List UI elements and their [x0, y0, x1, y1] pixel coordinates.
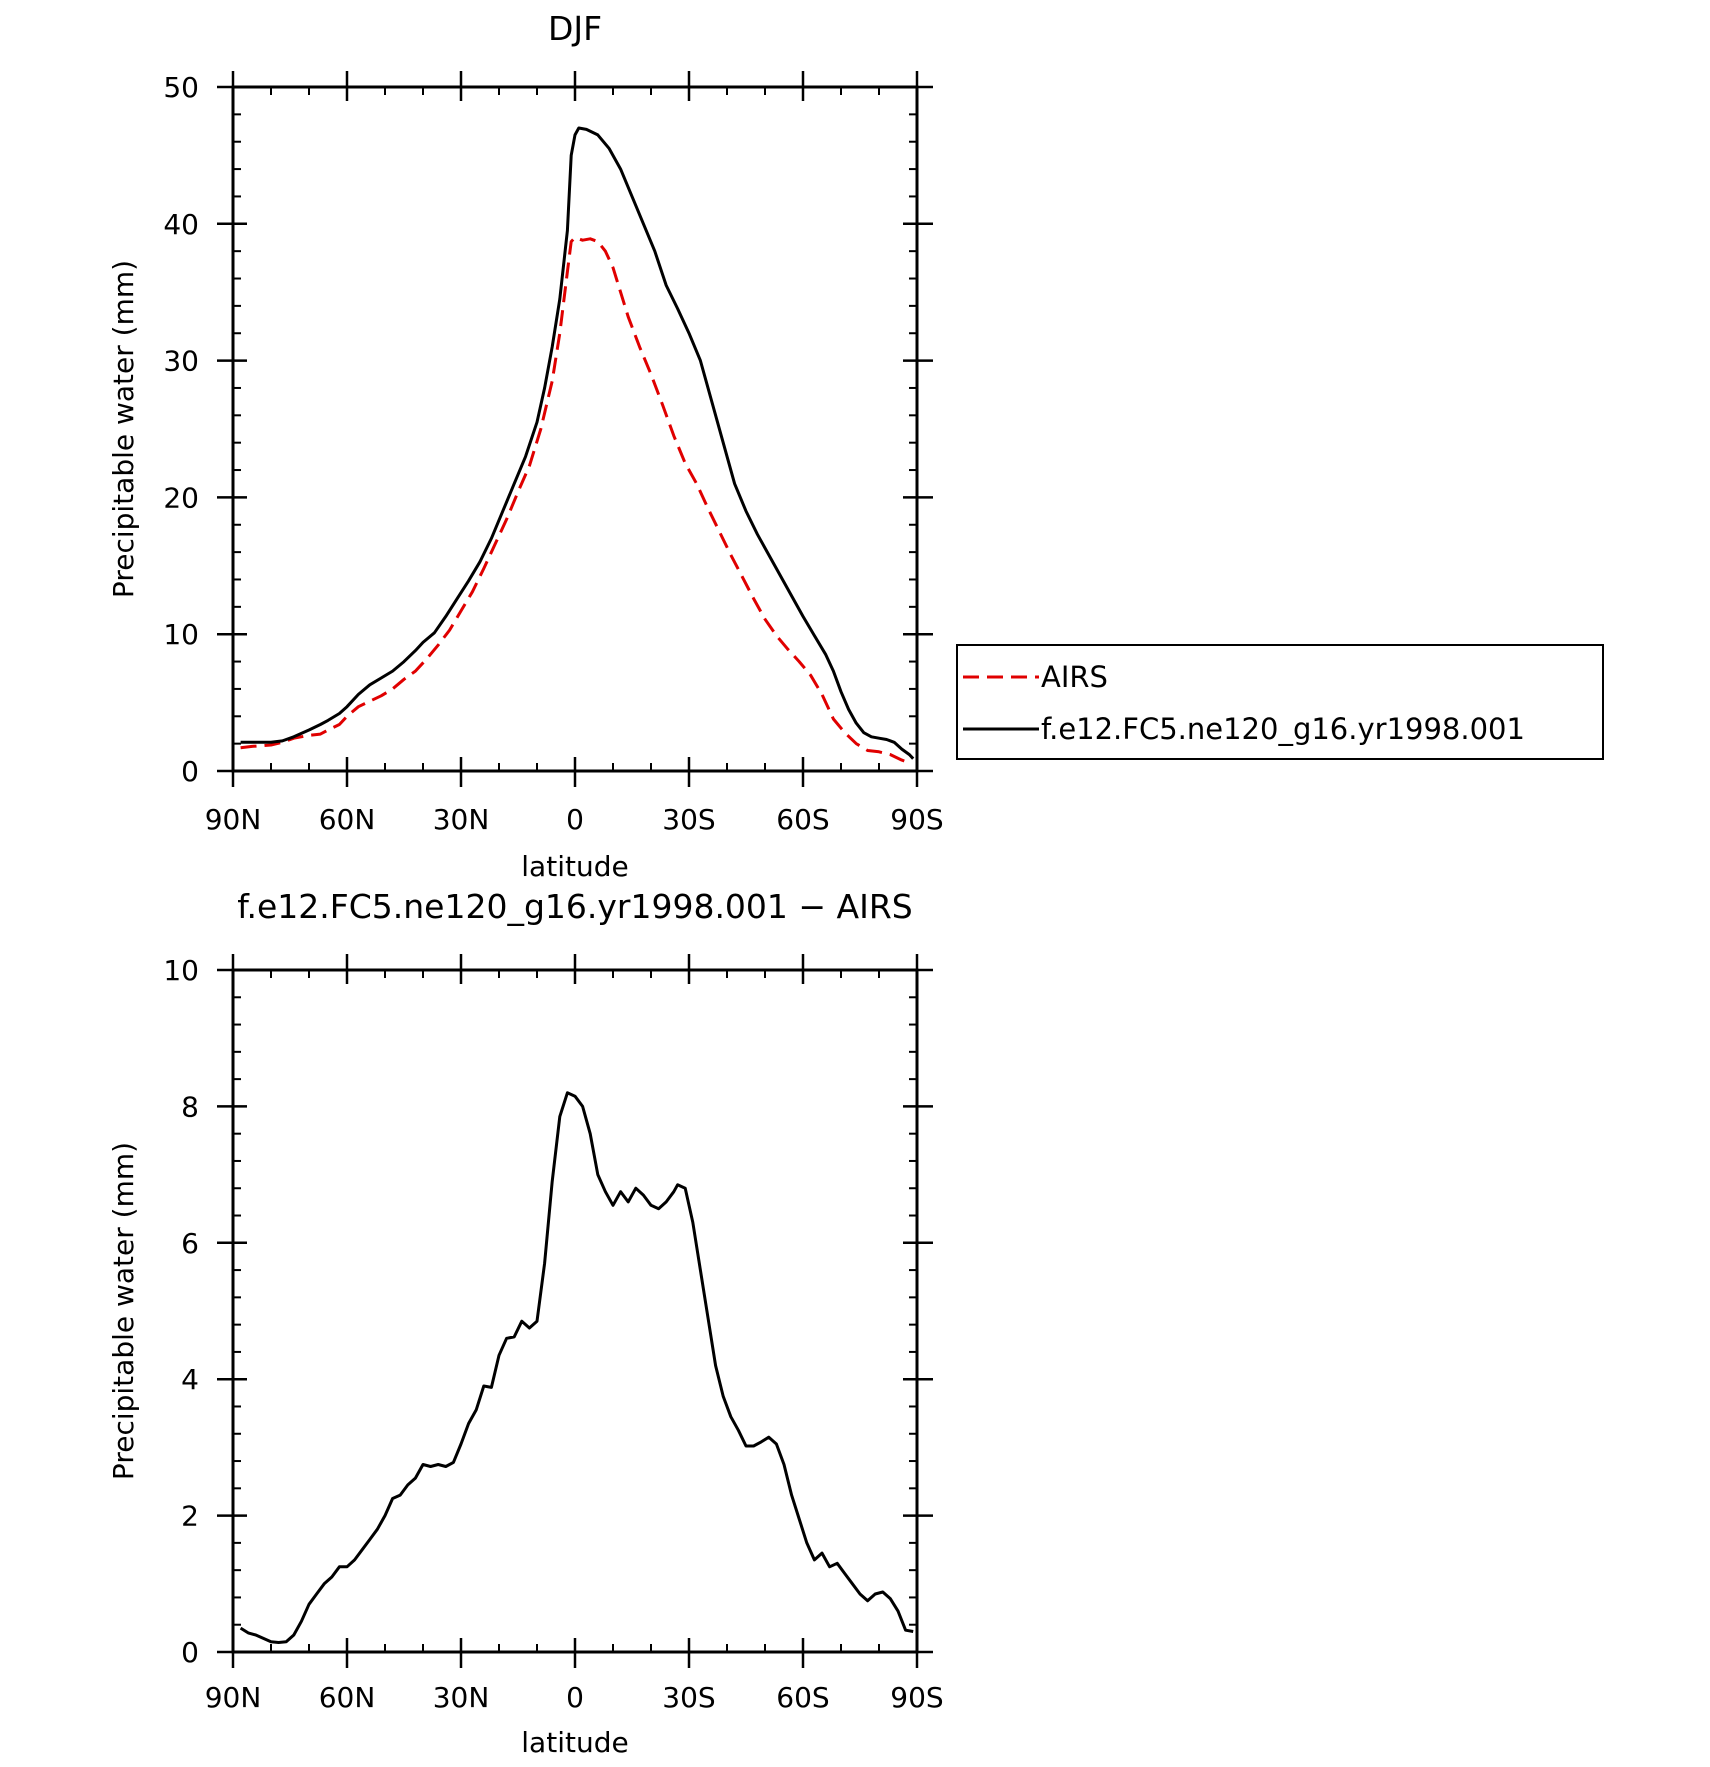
legend-label: AIRS	[1041, 660, 1108, 694]
x-tick-label: 60S	[776, 1681, 829, 1714]
y-tick-label: 6	[181, 1227, 199, 1260]
y-tick-label: 20	[163, 481, 199, 514]
x-tick-label: 0	[566, 803, 584, 836]
x-tick-label: 90N	[205, 1681, 262, 1714]
panel-djf-totals: DJF 90N 60N 30N 0 30S 60S 90S 0 10 20 30 40 50 latitud…	[107, 9, 1604, 883]
panel-difference: f.e12.FC5.ne120_g16.yr1998.001 − AIRS 90N…	[107, 887, 944, 1759]
legend-box	[956, 644, 1604, 760]
x-tick-label: 0	[566, 1681, 584, 1714]
x-tick-label: 30N	[433, 803, 490, 836]
chart-title: DJF	[548, 9, 602, 48]
x-tick-label: 60N	[319, 1681, 376, 1714]
y-tick-label: 8	[181, 1090, 199, 1123]
plot-frame	[231, 968, 919, 1654]
y-tick-label: 4	[181, 1363, 199, 1396]
y-axis-label: Precipitable water (mm)	[107, 1142, 140, 1480]
y-tick-label: 0	[181, 1636, 199, 1669]
y-tick-label: 30	[163, 345, 199, 378]
x-tick-label: 60N	[319, 803, 376, 836]
legend-label: f.e12.FC5.ne120_g16.yr1998.001	[1041, 712, 1525, 746]
y-tick-label: 50	[163, 71, 199, 104]
x-tick-label: 30S	[662, 803, 715, 836]
x-tick-label: 90S	[890, 1681, 943, 1714]
x-tick-label: 30N	[433, 1681, 490, 1714]
legend: AIRS f.e12.FC5.ne120_g16.yr1998.001	[956, 644, 1604, 760]
y-tick-label: 40	[163, 208, 199, 241]
chart-title: f.e12.FC5.ne120_g16.yr1998.001 − AIRS	[237, 887, 913, 926]
x-axis-label: latitude	[521, 1726, 628, 1759]
y-tick-label: 10	[163, 954, 199, 987]
y-tick-label: 2	[181, 1500, 199, 1533]
x-tick-label: 90S	[890, 803, 943, 836]
series-line-airs	[240, 236, 910, 765]
plot-frame	[231, 85, 919, 773]
x-tick-label: 30S	[662, 1681, 715, 1714]
x-tick-label: 60S	[776, 803, 829, 836]
y-tick-label: 0	[181, 755, 199, 788]
series-line-model	[240, 126, 915, 760]
series-line-difference	[239, 1091, 914, 1644]
y-tick-label: 10	[163, 618, 199, 651]
x-axis-label: latitude	[521, 850, 628, 883]
x-tick-label: 90N	[205, 803, 262, 836]
y-axis-label: Precipitable water (mm)	[107, 260, 140, 598]
